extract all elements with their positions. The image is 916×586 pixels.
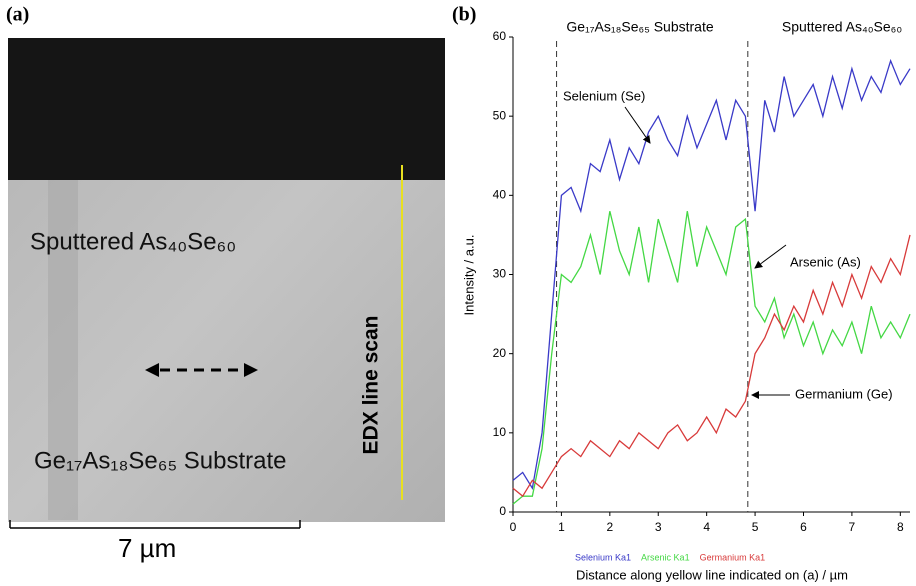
series-line: [512, 234, 911, 498]
series-line: [512, 58, 911, 491]
region-label: Ge₁₇As₁₈Se₆₅ Substrate: [566, 19, 714, 35]
x-tick-label: 2: [606, 520, 613, 534]
series-line: [512, 211, 911, 505]
annotation-arrow: [754, 244, 787, 269]
y-tick-label: 40: [493, 188, 507, 202]
x-tick-label: 5: [752, 520, 759, 534]
y-tick-label: 50: [493, 108, 507, 122]
panel-label: (a): [6, 4, 29, 26]
legend-entry: Germanium Ka1: [700, 552, 766, 562]
y-axis-label: Intensity / a.u.: [461, 235, 476, 316]
annotation: Germanium (Ge): [795, 386, 893, 401]
x-axis-label: Distance along yellow line indicated on …: [576, 567, 848, 582]
x-tick-label: 1: [558, 520, 565, 534]
panel-label: (b): [452, 4, 476, 26]
scale-label: 7 µm: [118, 533, 176, 563]
legend-entry: Arsenic Ka1: [641, 552, 690, 562]
layer-label: Sputtered As₄₀Se₆₀: [30, 228, 236, 255]
y-tick-label: 0: [499, 504, 506, 518]
legend-entry: Selenium Ka1: [575, 552, 631, 562]
y-tick-label: 30: [493, 267, 507, 281]
arrow-heads: [145, 363, 258, 377]
x-tick-label: 0: [510, 520, 517, 534]
annotation: Arsenic (As): [790, 254, 861, 269]
sem-streak: [48, 180, 78, 520]
x-tick-label: 4: [703, 520, 710, 534]
scan-label: EDX line scan: [360, 316, 383, 455]
annotation: Selenium (Se): [563, 88, 645, 103]
x-tick-label: 8: [897, 520, 904, 534]
y-tick-label: 20: [493, 346, 507, 360]
x-tick-label: 6: [800, 520, 807, 534]
substrate-label: Ge₁₇As₁₈Se₆₅ Substrate: [34, 447, 287, 474]
sem-vacuum: [8, 38, 445, 180]
region-label: Sputtered As₄₀Se₆₀: [782, 19, 902, 35]
scale-bar: [9, 520, 301, 529]
y-tick-label: 60: [493, 29, 507, 43]
x-tick-label: 7: [849, 520, 856, 534]
y-tick-label: 10: [493, 425, 507, 439]
annotation-arrow: [624, 106, 651, 144]
x-tick-label: 3: [655, 520, 662, 534]
